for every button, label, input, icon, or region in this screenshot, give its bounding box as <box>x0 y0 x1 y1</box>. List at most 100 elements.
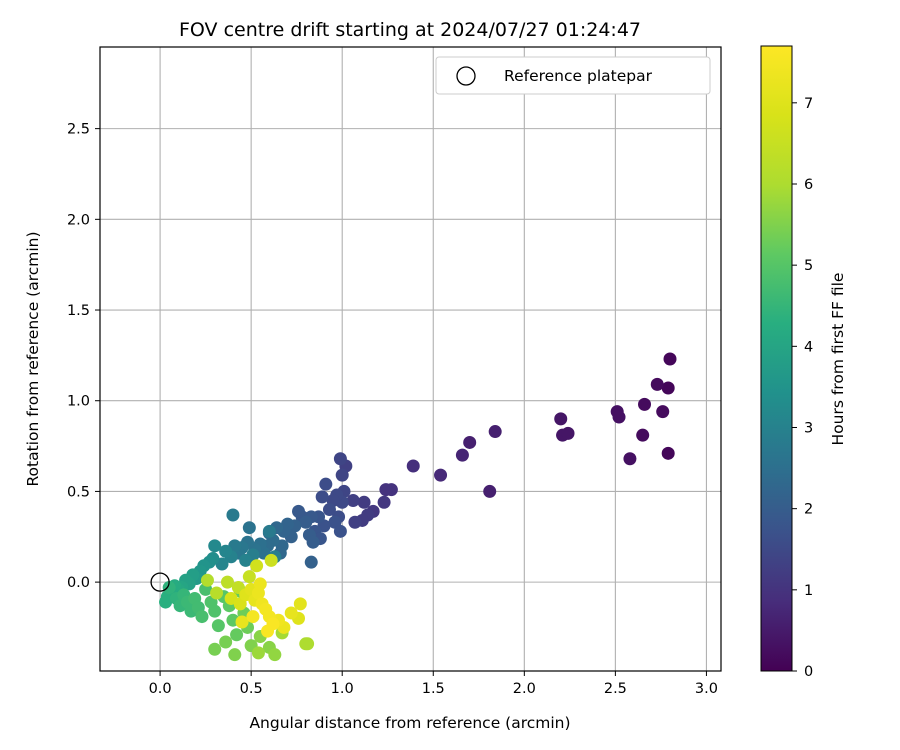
data-point <box>346 493 360 507</box>
x-tick-label: 1.5 <box>422 681 445 697</box>
data-point <box>561 426 575 440</box>
data-point <box>379 483 393 497</box>
data-point <box>239 553 253 567</box>
data-point <box>210 586 224 600</box>
y-tick-label: 0.0 <box>67 575 90 591</box>
data-point <box>463 435 477 449</box>
data-point <box>483 484 497 498</box>
data-point <box>554 412 568 426</box>
colorbar-gradient <box>760 45 793 672</box>
data-point <box>262 524 276 538</box>
reference-marker <box>150 572 170 592</box>
data-point <box>638 397 652 411</box>
data-point <box>230 628 244 642</box>
data-point <box>162 581 176 595</box>
data-point <box>208 539 222 553</box>
data-point <box>219 544 233 558</box>
y-tick-label: 1.5 <box>67 303 90 319</box>
data-point <box>211 619 225 633</box>
data-point <box>636 428 650 442</box>
data-point <box>293 597 307 611</box>
x-tick-label: 2.0 <box>513 681 536 697</box>
colorbar-tick-label: 3 <box>804 420 813 436</box>
data-point <box>333 452 347 466</box>
data-point <box>301 637 315 651</box>
data-point <box>661 446 675 460</box>
colorbar-tick-label: 2 <box>804 502 813 518</box>
data-point <box>242 570 256 584</box>
data-point <box>292 504 306 518</box>
chart-title: FOV centre drift starting at 2024/07/27 … <box>179 19 641 41</box>
y-tick-label: 2.5 <box>67 122 90 138</box>
data-point <box>235 615 249 629</box>
y-tick-label: 1.0 <box>67 394 90 410</box>
x-tick-label: 0.5 <box>240 681 263 697</box>
points-layer <box>150 352 677 662</box>
y-tick-label: 2.0 <box>67 212 90 228</box>
legend-box <box>435 56 711 95</box>
data-point <box>663 352 677 366</box>
data-point <box>195 610 209 624</box>
data-point <box>264 553 278 567</box>
colorbar-tick-label: 7 <box>804 96 813 112</box>
data-point <box>322 503 336 517</box>
data-point <box>335 468 349 482</box>
colorbar-tick-label: 0 <box>804 664 813 680</box>
x-tick-label: 0.0 <box>149 681 172 697</box>
data-point <box>612 410 626 424</box>
data-point <box>299 515 313 529</box>
grid <box>100 47 721 671</box>
data-point <box>219 635 233 649</box>
data-point <box>406 459 420 473</box>
data-point <box>208 642 222 656</box>
y-tick-label: 0.5 <box>67 484 90 500</box>
data-point <box>253 577 267 591</box>
data-point <box>488 425 502 439</box>
data-point <box>284 606 298 620</box>
x-tick-label: 2.5 <box>604 681 627 697</box>
data-point <box>319 477 333 491</box>
data-point <box>656 405 670 419</box>
data-point <box>304 555 318 569</box>
data-point <box>251 646 265 660</box>
y-axis-label: Rotation from reference (arcmin) <box>24 231 42 486</box>
data-point <box>228 648 242 662</box>
data-point <box>377 495 391 509</box>
data-point <box>226 508 240 522</box>
colorbar-tick-label: 6 <box>804 177 813 193</box>
colorbar-ticks: 0 1 2 3 4 5 6 7 <box>792 96 813 680</box>
data-point <box>159 595 173 609</box>
data-point <box>434 468 448 482</box>
legend-entry: Reference platepar <box>504 67 653 85</box>
colorbar-label: Hours from first FF file <box>829 273 847 446</box>
data-point <box>246 610 260 624</box>
data-point <box>200 573 214 587</box>
data-point <box>242 521 256 535</box>
data-point <box>306 535 320 549</box>
data-point <box>623 452 637 466</box>
legend-marker <box>456 66 476 86</box>
x-axis-ticks: 0.0 0.5 1.0 1.5 2.0 2.5 3.0 <box>149 671 718 697</box>
data-point <box>455 448 469 462</box>
data-point <box>333 524 347 538</box>
data-point <box>261 624 275 638</box>
data-point <box>315 490 329 504</box>
data-point <box>220 575 234 589</box>
x-tick-label: 1.0 <box>331 681 354 697</box>
colorbar-tick-label: 1 <box>804 583 813 599</box>
y-axis-ticks: 0.0 0.5 1.0 1.5 2.0 2.5 <box>67 122 100 591</box>
x-tick-label: 3.0 <box>695 681 718 697</box>
x-axis-label: Angular distance from reference (arcmin) <box>249 714 570 732</box>
colorbar-tick-label: 4 <box>804 339 813 355</box>
legend: Reference platepar <box>435 56 711 95</box>
colorbar-tick-label: 5 <box>804 258 813 274</box>
data-point <box>250 559 264 573</box>
colorbar: 0 1 2 3 4 5 6 7 Hours from first FF file <box>760 45 847 680</box>
data-point <box>348 515 362 529</box>
data-point <box>268 648 282 662</box>
data-point <box>357 495 371 509</box>
plot-frame <box>99 46 722 672</box>
data-point <box>661 381 675 395</box>
data-point <box>208 604 222 618</box>
